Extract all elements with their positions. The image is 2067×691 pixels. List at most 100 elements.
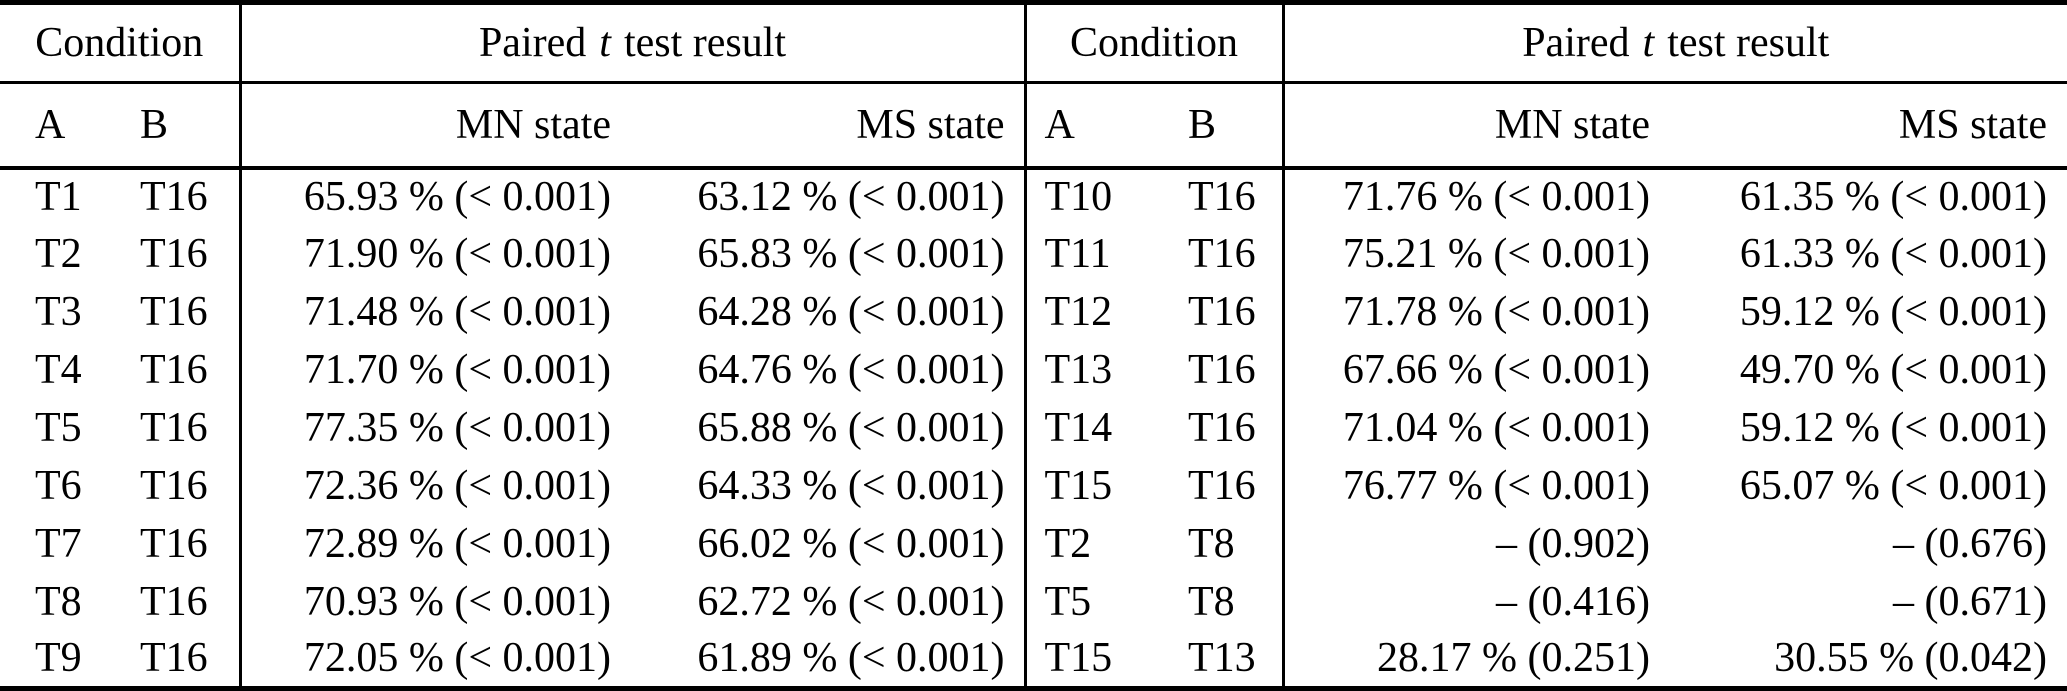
cell-mn-state: 71.78 % (< 0.001) <box>1342 289 1651 336</box>
cell-condition-a: T4 <box>35 347 82 394</box>
cell-condition-a: T8 <box>35 578 82 625</box>
cell-ms-state: 59.12 % (< 0.001) <box>1739 404 2048 451</box>
cell-ms-state: – (0.676) <box>1893 520 2048 567</box>
paired-suffix: test result <box>1667 20 1830 66</box>
cell-condition-a: T9 <box>35 635 82 682</box>
cell-ms-state: 49.70 % (< 0.001) <box>1739 347 2048 394</box>
cell-mn-state: 71.04 % (< 0.001) <box>1342 404 1651 451</box>
cell-ms-state: 63.12 % (< 0.001) <box>630 167 1027 226</box>
header-mn-state-left: MN state <box>240 82 630 170</box>
cell-condition-a: T1 <box>35 174 82 221</box>
cell-condition-a: T6 <box>35 462 82 509</box>
paired-prefix: Paired <box>478 20 587 66</box>
header-a-right: A <box>1025 82 1186 170</box>
cell-condition-b: T16 <box>1185 225 1285 284</box>
cell-mn-state: – (0.416) <box>1496 578 1651 625</box>
cell-ms-state: 61.89 % (< 0.001) <box>630 630 1027 689</box>
cell-condition-a: T13 <box>1044 347 1113 394</box>
cell-condition-a: T7 <box>35 520 82 567</box>
cell-mn-state: 72.05 % (< 0.001) <box>303 635 611 682</box>
table-row: T6 T16 72.36 % (< 0.001) 64.33 % (< 0.00… <box>0 456 2067 515</box>
header-paired-result-right: Paired t test result <box>1283 2 2067 84</box>
cell-mn-state: 77.35 % (< 0.001) <box>303 404 611 451</box>
cell-ms-state: 30.55 % (0.042) <box>1774 635 2048 682</box>
cell-condition-b: T13 <box>1185 630 1285 689</box>
cell-ms-state: – (0.671) <box>1893 578 2048 625</box>
cell-condition-b: T16 <box>1185 399 1285 457</box>
header-row-sub: A B MN state MS state A B MN state MS st… <box>0 82 2067 170</box>
cell-condition-b: T16 <box>140 630 242 689</box>
cell-mn-state: 71.70 % (< 0.001) <box>303 347 611 394</box>
header-condition-left: Condition <box>0 2 242 84</box>
paired-t-italic: t <box>1642 20 1655 66</box>
table-row: T5 T16 77.35 % (< 0.001) 65.88 % (< 0.00… <box>0 399 2067 457</box>
cell-condition-b: T16 <box>140 341 242 399</box>
header-ms-state-right: MS state <box>1670 82 2067 170</box>
cell-ms-state: 65.88 % (< 0.001) <box>630 399 1027 457</box>
cell-condition-a: T14 <box>1044 404 1113 451</box>
cell-condition-b: T16 <box>1185 283 1285 342</box>
cell-condition-b: T8 <box>1185 514 1285 573</box>
cell-condition-a: T2 <box>1044 520 1092 567</box>
cell-mn-state: 72.36 % (< 0.001) <box>303 462 611 509</box>
cell-ms-state: 66.02 % (< 0.001) <box>630 514 1027 573</box>
cell-condition-b: T16 <box>140 225 242 284</box>
header-condition-right: Condition <box>1025 2 1285 84</box>
table-row: T3 T16 71.48 % (< 0.001) 64.28 % (< 0.00… <box>0 283 2067 342</box>
cell-condition-b: T16 <box>140 283 242 342</box>
cell-condition-a: T15 <box>1044 462 1113 509</box>
cell-condition-b: T16 <box>140 514 242 573</box>
cell-mn-state: 71.90 % (< 0.001) <box>303 231 611 278</box>
table-row: T7 T16 72.89 % (< 0.001) 66.02 % (< 0.00… <box>0 514 2067 573</box>
cell-condition-a: T15 <box>1044 635 1113 682</box>
cell-ms-state: 62.72 % (< 0.001) <box>630 572 1027 631</box>
cell-ms-state: 61.35 % (< 0.001) <box>1739 174 2048 221</box>
table-row: T9 T16 72.05 % (< 0.001) 61.89 % (< 0.00… <box>0 630 2067 689</box>
table-row: T2 T16 71.90 % (< 0.001) 65.83 % (< 0.00… <box>0 225 2067 284</box>
cell-condition-b: T16 <box>140 399 242 457</box>
cell-mn-state: 72.89 % (< 0.001) <box>303 520 611 567</box>
cell-mn-state: – (0.902) <box>1496 520 1651 567</box>
cell-condition-b: T16 <box>140 572 242 631</box>
cell-ms-state: 59.12 % (< 0.001) <box>1739 289 2048 336</box>
cell-condition-b: T16 <box>140 456 242 515</box>
cell-mn-state: 65.93 % (< 0.001) <box>303 174 611 221</box>
cell-condition-a: T5 <box>35 404 82 451</box>
paired-suffix: test result <box>623 20 787 66</box>
cell-ms-state: 65.83 % (< 0.001) <box>630 225 1027 284</box>
header-b-right: B <box>1185 82 1285 170</box>
cell-condition-b: T8 <box>1185 572 1285 631</box>
cell-ms-state: 61.33 % (< 0.001) <box>1739 231 2048 278</box>
table-row: T8 T16 70.93 % (< 0.001) 62.72 % (< 0.00… <box>0 572 2067 631</box>
cell-condition-a: T2 <box>35 231 82 278</box>
cell-condition-a: T3 <box>35 289 82 336</box>
table-row: T1 T16 65.93 % (< 0.001) 63.12 % (< 0.00… <box>0 167 2067 226</box>
cell-condition-b: T16 <box>1185 456 1285 515</box>
paired-prefix: Paired <box>1522 20 1630 66</box>
cell-condition-a: T10 <box>1044 174 1113 221</box>
cell-mn-state: 28.17 % (0.251) <box>1377 635 1651 682</box>
cell-mn-state: 67.66 % (< 0.001) <box>1342 347 1651 394</box>
cell-condition-b: T16 <box>1185 167 1285 226</box>
cell-mn-state: 71.48 % (< 0.001) <box>303 289 611 336</box>
cell-mn-state: 75.21 % (< 0.001) <box>1342 231 1651 278</box>
cell-mn-state: 76.77 % (< 0.001) <box>1342 462 1651 509</box>
cell-condition-a: T11 <box>1044 231 1111 278</box>
paired-t-italic: t <box>599 20 611 66</box>
cell-ms-state: 64.33 % (< 0.001) <box>630 456 1027 515</box>
cell-ms-state: 64.76 % (< 0.001) <box>630 341 1027 399</box>
header-ms-state-left: MS state <box>630 82 1027 170</box>
cell-ms-state: 64.28 % (< 0.001) <box>630 283 1027 342</box>
cell-condition-a: T5 <box>1044 578 1092 625</box>
cell-ms-state: 65.07 % (< 0.001) <box>1739 462 2048 509</box>
cell-condition-b: T16 <box>1185 341 1285 399</box>
cell-condition-b: T16 <box>140 167 242 226</box>
header-paired-result-left: Paired t test result <box>240 2 1027 84</box>
table-row: T4 T16 71.70 % (< 0.001) 64.76 % (< 0.00… <box>0 341 2067 399</box>
header-mn-state-right: MN state <box>1283 82 1671 170</box>
cell-mn-state: 70.93 % (< 0.001) <box>303 578 611 625</box>
cell-mn-state: 71.76 % (< 0.001) <box>1342 174 1651 221</box>
header-a-left: A <box>0 82 140 170</box>
